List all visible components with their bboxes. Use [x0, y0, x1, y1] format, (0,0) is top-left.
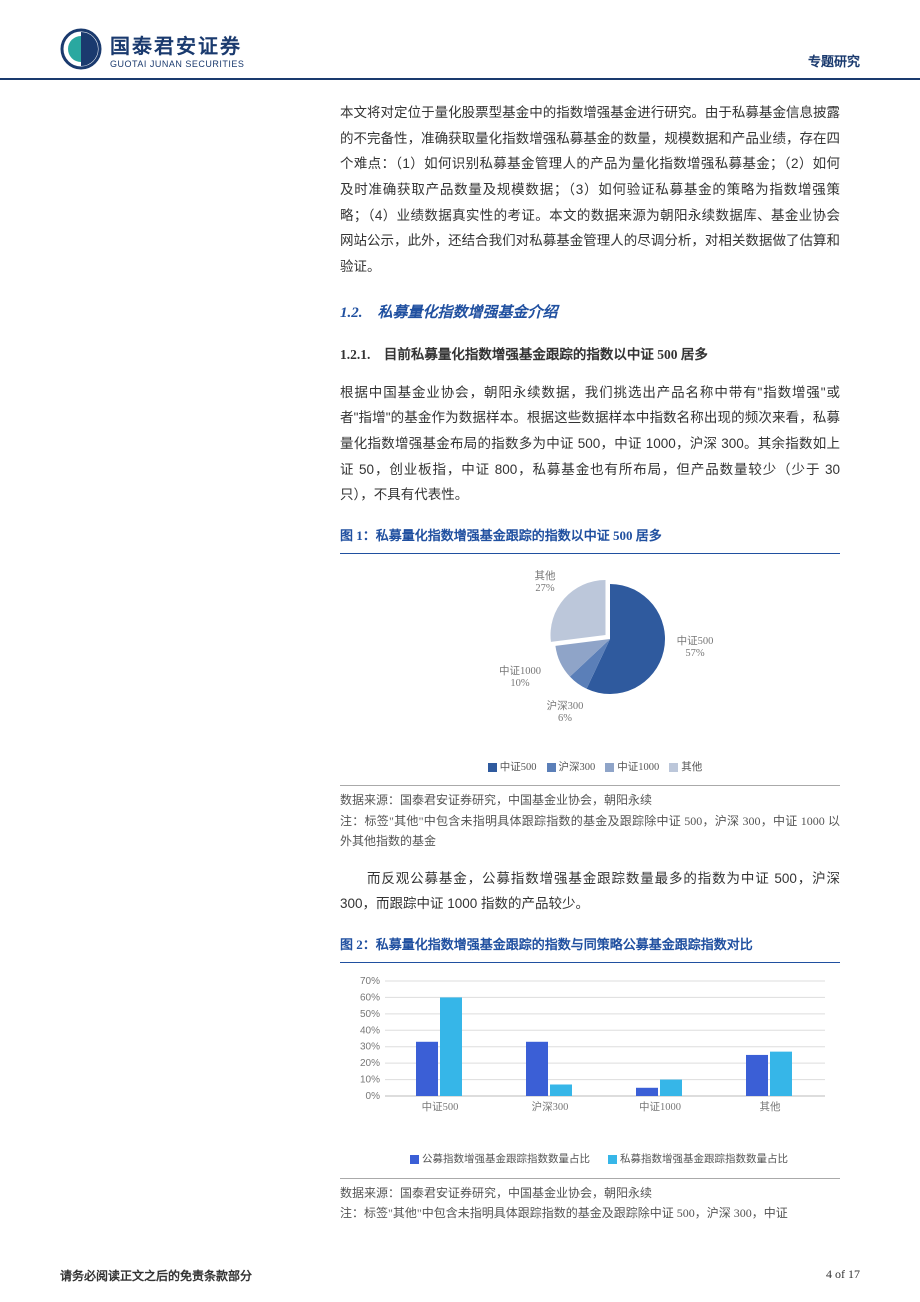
svg-text:中证500: 中证500: [422, 1100, 459, 1113]
figure1-note-line: 注：标签"其他"中包含未指明具体跟踪指数的基金及跟踪除中证 500，沪深 300…: [340, 811, 840, 852]
figure1-title: 图 1：私募量化指数增强基金跟踪的指数以中证 500 居多: [340, 524, 840, 554]
footer-disclaimer: 请务必阅读正文之后的免责条款部分: [60, 1267, 252, 1284]
logo-cn: 国泰君安证券: [110, 30, 244, 59]
svg-text:60%: 60%: [360, 992, 380, 1003]
figure2-note-line: 注：标签"其他"中包含未指明具体跟踪指数的基金及跟踪除中证 500，沪深 300…: [340, 1203, 840, 1223]
svg-text:6%: 6%: [558, 713, 572, 724]
figure2-bar-chart: 0% 10% 20% 30% 40% 50% 60% 70% 中证500 沪深300 中证1000 其…: [340, 973, 840, 1148]
svg-text:27%: 27%: [535, 583, 555, 594]
svg-text:其他: 其他: [535, 569, 556, 582]
logo-en: GUOTAI JUNAN SECURITIES: [110, 59, 244, 69]
logo-block: 国泰君安证券 GUOTAI JUNAN SECURITIES: [60, 28, 244, 70]
svg-text:57%: 57%: [685, 648, 705, 659]
paragraph-1-2-1: 根据中国基金业协会，朝阳永续数据，我们挑选出产品名称中带有"指数增强"或者"指增…: [340, 380, 840, 508]
figure1-pie-chart: 中证50057% 沪深3006% 中证100010% 其他27%: [340, 564, 840, 754]
logo-icon: [60, 28, 102, 70]
header-category: 专题研究: [808, 51, 860, 70]
svg-text:0%: 0%: [366, 1091, 381, 1102]
paragraph-public-fund: 而反观公募基金，公募指数增强基金跟踪数量最多的指数为中证 500，沪深 300，…: [340, 866, 840, 917]
heading-1-2-1: 1.2.1. 目前私募量化指数增强基金跟踪的指数以中证 500 居多: [340, 342, 840, 368]
paragraph-intro: 本文将对定位于量化股票型基金中的指数增强基金进行研究。由于私募基金信息披露的不完…: [340, 100, 840, 279]
figure1-source-line: 数据来源：国泰君安证券研究，中国基金业协会，朝阳永续: [340, 790, 840, 810]
figure2-legend: 公募指数增强基金跟踪指数数量占比私募指数增强基金跟踪指数数量占比: [340, 1150, 840, 1170]
heading-1-2: 1.2. 私募量化指数增强基金介绍: [340, 299, 840, 328]
figure2-source-line: 数据来源：国泰君安证券研究，中国基金业协会，朝阳永续: [340, 1183, 840, 1203]
page-footer: 请务必阅读正文之后的免责条款部分 4 of 17: [60, 1267, 860, 1284]
svg-text:30%: 30%: [360, 1041, 380, 1052]
svg-text:10%: 10%: [510, 678, 530, 689]
svg-text:中证1000: 中证1000: [639, 1100, 681, 1113]
footer-page-number: 4 of 17: [826, 1267, 860, 1284]
svg-text:沪深300: 沪深300: [547, 699, 584, 712]
figure1-source: 数据来源：国泰君安证券研究，中国基金业协会，朝阳永续 注：标签"其他"中包含未指…: [340, 785, 840, 851]
svg-text:沪深300: 沪深300: [532, 1100, 569, 1113]
svg-text:20%: 20%: [360, 1058, 380, 1069]
svg-text:50%: 50%: [360, 1008, 380, 1019]
svg-text:10%: 10%: [360, 1074, 380, 1085]
svg-text:其他: 其他: [760, 1100, 781, 1113]
svg-text:中证1000: 中证1000: [499, 664, 541, 677]
content-body: 本文将对定位于量化股票型基金中的指数增强基金进行研究。由于私募基金信息披露的不完…: [0, 80, 920, 1223]
page-header: 国泰君安证券 GUOTAI JUNAN SECURITIES 专题研究: [0, 0, 920, 80]
svg-text:中证500: 中证500: [677, 634, 714, 647]
figure2-source: 数据来源：国泰君安证券研究，中国基金业协会，朝阳永续 注：标签"其他"中包含未指…: [340, 1178, 840, 1224]
svg-text:70%: 70%: [360, 976, 380, 987]
figure1-legend: 中证500沪深300中证1000其他: [340, 758, 840, 778]
svg-text:40%: 40%: [360, 1025, 380, 1036]
figure2-title: 图 2：私募量化指数增强基金跟踪的指数与同策略公募基金跟踪指数对比: [340, 933, 840, 963]
